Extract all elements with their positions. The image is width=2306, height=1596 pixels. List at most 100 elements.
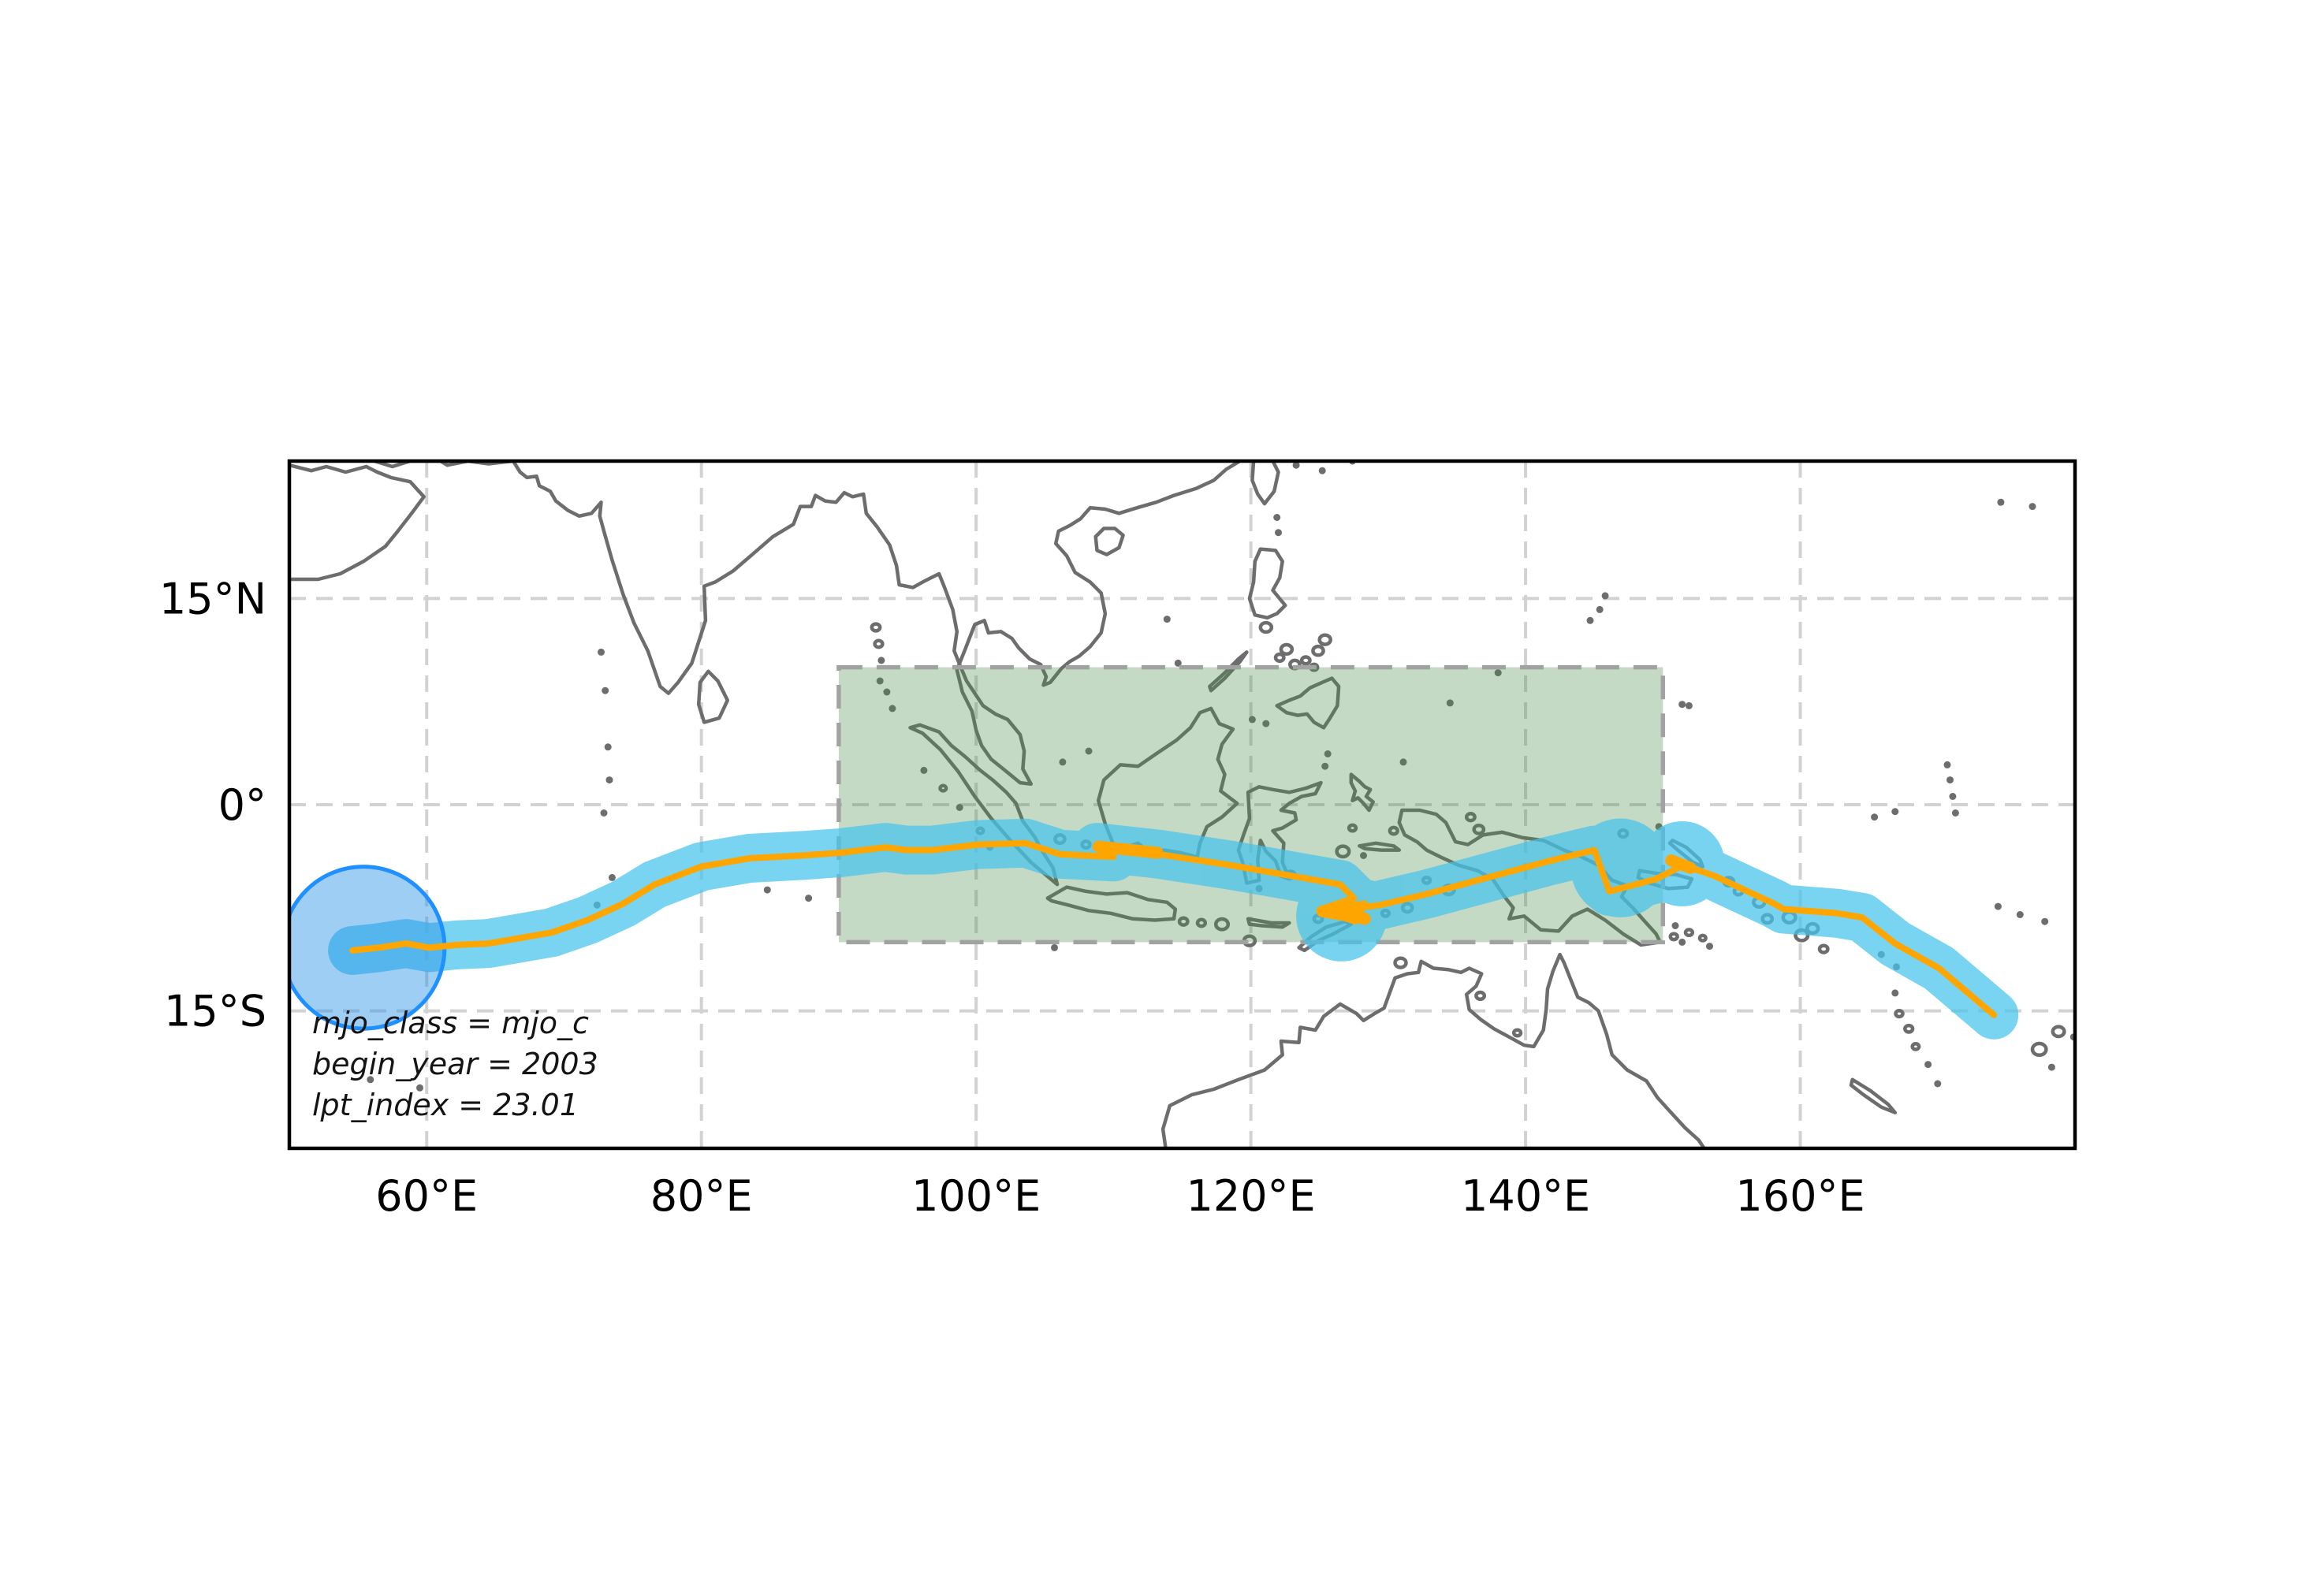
island [605, 776, 613, 784]
island [888, 705, 896, 712]
plot-frame-layer [287, 459, 2077, 1151]
coastline-asia-mainland [372, 461, 1242, 787]
island [2016, 911, 2024, 918]
island [1335, 844, 1351, 859]
island [1275, 529, 1282, 537]
island [1347, 823, 1358, 833]
island [1248, 716, 1256, 724]
island [1697, 933, 1708, 943]
island [1317, 633, 1332, 646]
island [1399, 758, 1407, 766]
island [877, 657, 885, 664]
island [1464, 812, 1477, 823]
x-tick-label-120: 120°E [1186, 1171, 1315, 1221]
island [1085, 747, 1093, 755]
island [604, 743, 612, 751]
island [1474, 990, 1487, 1002]
track-thick-segment [1316, 905, 1371, 925]
island [938, 783, 948, 793]
island [1059, 758, 1067, 766]
island [1685, 701, 1693, 709]
coastline-flores [1246, 917, 1291, 929]
island [1318, 467, 1326, 474]
island [1494, 669, 1502, 677]
island [1947, 776, 1954, 784]
island [416, 1084, 423, 1092]
island [1292, 461, 1300, 469]
island [805, 895, 813, 902]
x-tick-label-100: 100°E [911, 1171, 1041, 1221]
island [1903, 1023, 1915, 1034]
island [1943, 761, 1951, 768]
island [1994, 902, 2002, 910]
island [1678, 701, 1686, 709]
y-tick-label--15: 15°S [164, 987, 266, 1036]
island [1472, 823, 1486, 835]
island [956, 804, 963, 811]
island [763, 886, 771, 894]
x-tick-label-80: 80°E [650, 1171, 753, 1221]
island [1601, 592, 1609, 600]
coastline-hainan [1093, 526, 1125, 556]
island [608, 873, 616, 881]
island [1511, 1028, 1523, 1038]
island [598, 648, 605, 656]
island [1997, 498, 2005, 506]
x-tick-label-140: 140°E [1461, 1171, 1590, 1221]
island [367, 1076, 374, 1084]
island [1324, 750, 1332, 757]
axis-labels-layer: mjo_class = mjo_c begin_year = 2003 lpt_… [159, 574, 1865, 1221]
island [1671, 922, 1679, 929]
coastline-new-caledonia [1849, 1077, 1898, 1114]
gridlines [289, 461, 2075, 1148]
track-centerline-layer [349, 839, 1998, 1018]
island [1949, 793, 1957, 800]
coastline-halmahera [1349, 772, 1375, 813]
island [1586, 616, 1594, 624]
island [1321, 762, 1329, 770]
coastline-java [1045, 885, 1178, 922]
island [876, 677, 884, 685]
island [600, 809, 608, 817]
island [1258, 620, 1274, 634]
island [1051, 943, 1058, 951]
island [870, 622, 882, 633]
island [1195, 917, 1208, 928]
island [1668, 932, 1679, 942]
island [1299, 655, 1312, 666]
y-tick-label-0: 0° [218, 780, 266, 830]
coastline-palawan [1208, 650, 1249, 693]
island [1924, 1061, 1932, 1069]
island [1596, 605, 1604, 613]
island [1446, 699, 1454, 707]
coastline-luzon [1247, 547, 1287, 620]
mjo-region-box [836, 664, 1666, 945]
island [873, 638, 885, 649]
x-tick-label-160: 160°E [1735, 1171, 1865, 1221]
island [1213, 917, 1231, 932]
island [1262, 720, 1270, 727]
island [883, 688, 891, 696]
island [1934, 1080, 1942, 1088]
island [920, 766, 928, 774]
island [2041, 917, 2049, 925]
island [2030, 1041, 2048, 1058]
island [1951, 809, 1959, 817]
mjo-region-box-layer [836, 664, 1666, 945]
island [1174, 659, 1182, 667]
island [1273, 652, 1286, 664]
island [2028, 503, 2036, 511]
island [1891, 808, 1899, 816]
coastline-taiwan [1250, 461, 1280, 506]
island [1706, 943, 1713, 951]
coastline-arabia [289, 463, 426, 582]
island [1910, 1042, 1921, 1051]
island [602, 686, 609, 694]
track-thick-segment [1665, 854, 1697, 874]
track-thick-segment [1092, 840, 1164, 859]
island [1393, 956, 1408, 969]
island [1871, 813, 1879, 821]
island [1163, 616, 1171, 623]
